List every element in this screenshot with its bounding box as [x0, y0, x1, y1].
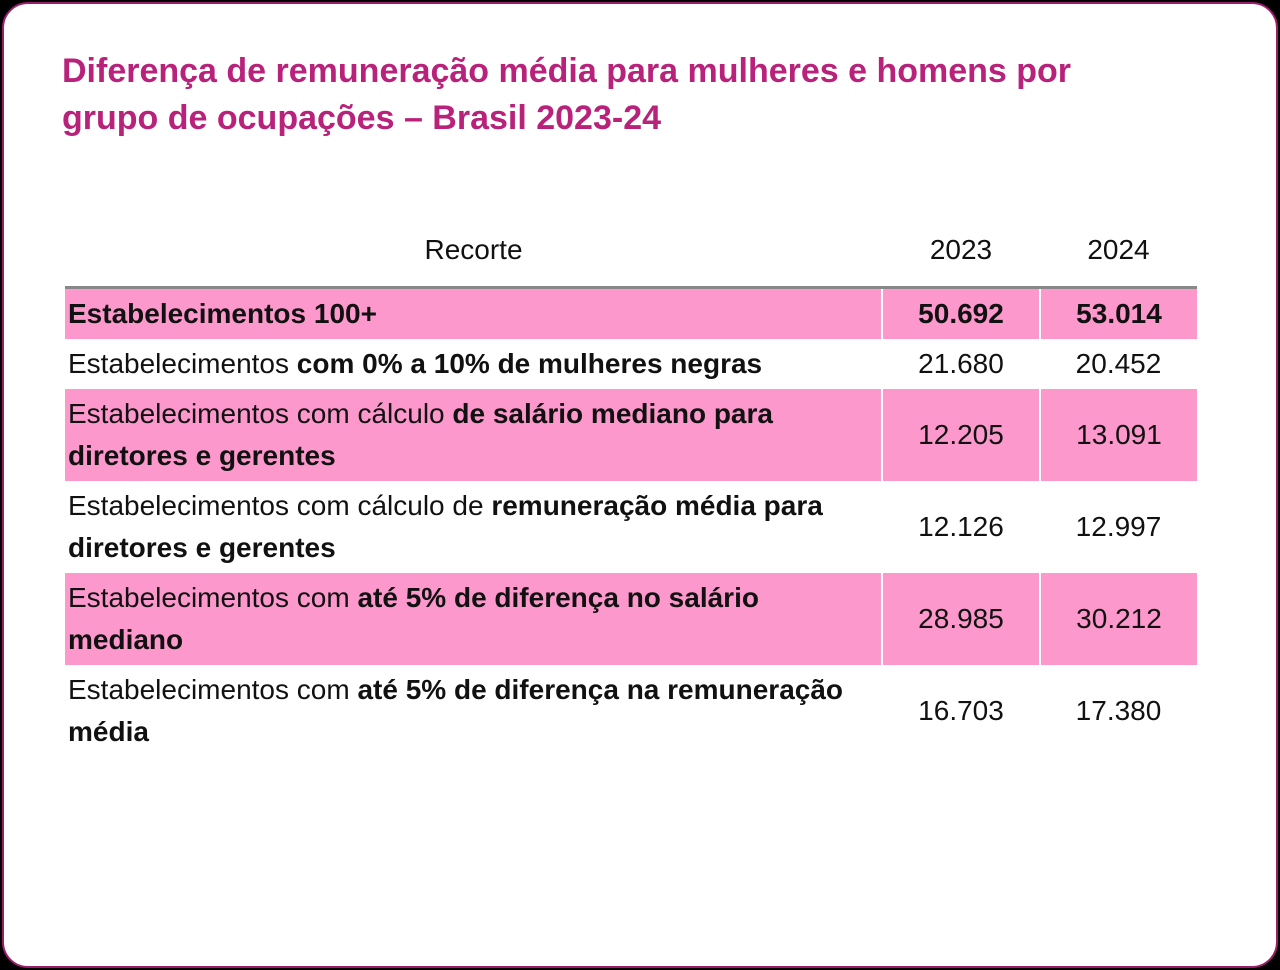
label-segment: de salário mediano para diretores e gere…: [68, 398, 773, 471]
row-label: Estabelecimentos com 0% a 10% de mulhere…: [65, 339, 882, 389]
label-segment: Estabelecimentos: [68, 348, 297, 379]
cell-value: 12.126: [918, 511, 1004, 542]
cell-value: 13.091: [1039, 389, 1197, 481]
row-label: Estabelecimentos 100+: [65, 287, 882, 339]
table-row: Estabelecimentos com cálculo de salário …: [65, 389, 1197, 481]
row-label: Estabelecimentos com cálculo de salário …: [65, 389, 882, 481]
label-segment: Estabelecimentos com: [68, 674, 358, 705]
column-header: 2024: [1087, 234, 1150, 265]
label-segment: até 5% de diferença na remuneração média: [68, 674, 844, 747]
table-row: Estabelecimentos com até 5% de diferença…: [65, 665, 1197, 757]
row-label: Estabelecimentos com até 5% de diferença…: [65, 573, 882, 665]
cell-value: 12.997: [1075, 511, 1162, 542]
label-segment: Estabelecimentos com: [68, 582, 358, 613]
label-segment: remuneração média para diretores e geren…: [68, 490, 823, 563]
label-segment: Estabelecimentos com cálculo de: [68, 490, 492, 521]
table: Recorte 2023 2024 Estabelecimentos 100+ 50.…: [65, 214, 1197, 757]
table-body: Estabelecimentos 100+ 50.692 53.014 Estabel…: [65, 287, 1197, 758]
label-segment: Estabelecimentos com cálculo: [68, 398, 453, 429]
table-row: Estabelecimentos com até 5% de diferença…: [65, 573, 1197, 665]
row-label: Estabelecimentos com até 5% de diferença…: [65, 665, 882, 757]
cell-value: 20.452: [1075, 348, 1162, 379]
cell-value: 50.692: [881, 287, 1040, 339]
cell-value: 16.703: [918, 695, 1004, 726]
column-header: 2023: [929, 234, 993, 265]
row-label: Estabelecimentos com cálculo de remunera…: [65, 481, 882, 573]
cell-value: 28.985: [881, 573, 1040, 665]
label-segment: com 0% a 10% de mulheres negras: [296, 348, 763, 379]
table-row: Estabelecimentos 100+ 50.692 53.014: [65, 287, 1197, 339]
title: Diferença de remuneração média para mulh…: [62, 52, 1072, 137]
table-row: Estabelecimentos com cálculo de remunera…: [65, 481, 1197, 573]
header-row: Recorte 2023 2024: [65, 214, 1197, 288]
label-segment: até 5% de diferença no salário mediano: [68, 582, 759, 655]
cell-value: 30.212: [1039, 573, 1197, 665]
label-segment: Estabelecimentos 100+: [68, 298, 377, 329]
table-row: Estabelecimentos com 0% a 10% de mulhere…: [65, 339, 1197, 389]
cell-value: 17.380: [1075, 695, 1162, 726]
column-header: Recorte: [424, 234, 523, 265]
cell-value: 21.680: [918, 348, 1004, 379]
cell-value: 53.014: [1039, 287, 1197, 339]
cell-value: 12.205: [881, 389, 1040, 481]
